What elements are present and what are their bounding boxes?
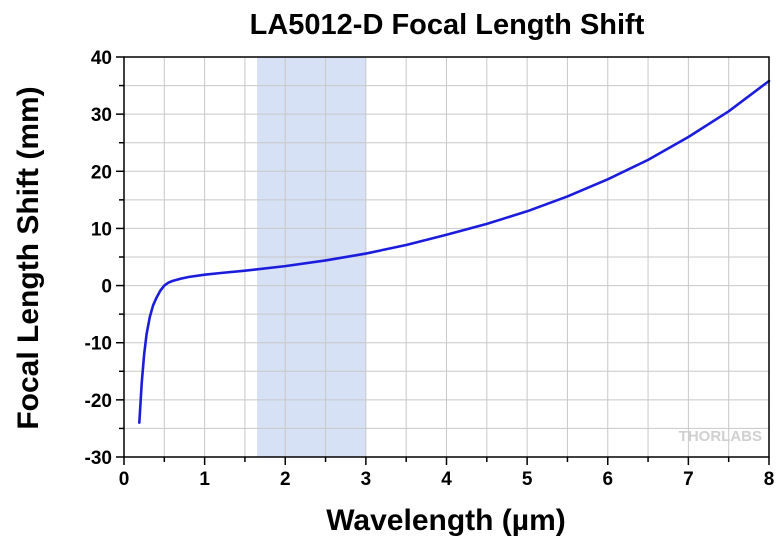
x-axis-label: Wavelength (µm) [326,504,566,537]
x-tick-label: 0 [119,469,130,490]
y-tick-label: 10 [91,219,112,240]
x-tick-label: 2 [280,469,291,490]
x-tick-label: 8 [764,469,775,490]
x-tick-label: 7 [683,469,694,490]
chart-title: LA5012-D Focal Length Shift [250,9,645,41]
series-line-0 [138,79,771,425]
y-tick-label: 30 [91,105,112,126]
y-tick-label: 20 [91,162,112,183]
axis-ticks [116,56,770,465]
grid-lines [124,57,769,457]
thorlabs-watermark: THORLABS [679,428,762,445]
x-tick-label: 6 [602,469,613,490]
x-tick-label: 1 [199,469,210,490]
y-tick-label: -10 [85,334,112,355]
y-tick-labels: 40 30 20 10 0 -10 -20 -30 [85,48,112,469]
x-tick-labels: 0 1 2 3 4 5 6 7 8 [119,469,775,490]
y-tick-label: -30 [85,448,112,469]
y-tick-label: 40 [91,48,112,69]
x-tick-label: 4 [441,469,452,490]
y-tick-label: 0 [101,277,112,298]
x-tick-label: 5 [522,469,533,490]
x-tick-label: 3 [361,469,372,490]
y-axis-label: Focal Length Shift (mm) [12,86,45,429]
data-series [138,79,771,425]
y-tick-label: -20 [85,391,112,412]
